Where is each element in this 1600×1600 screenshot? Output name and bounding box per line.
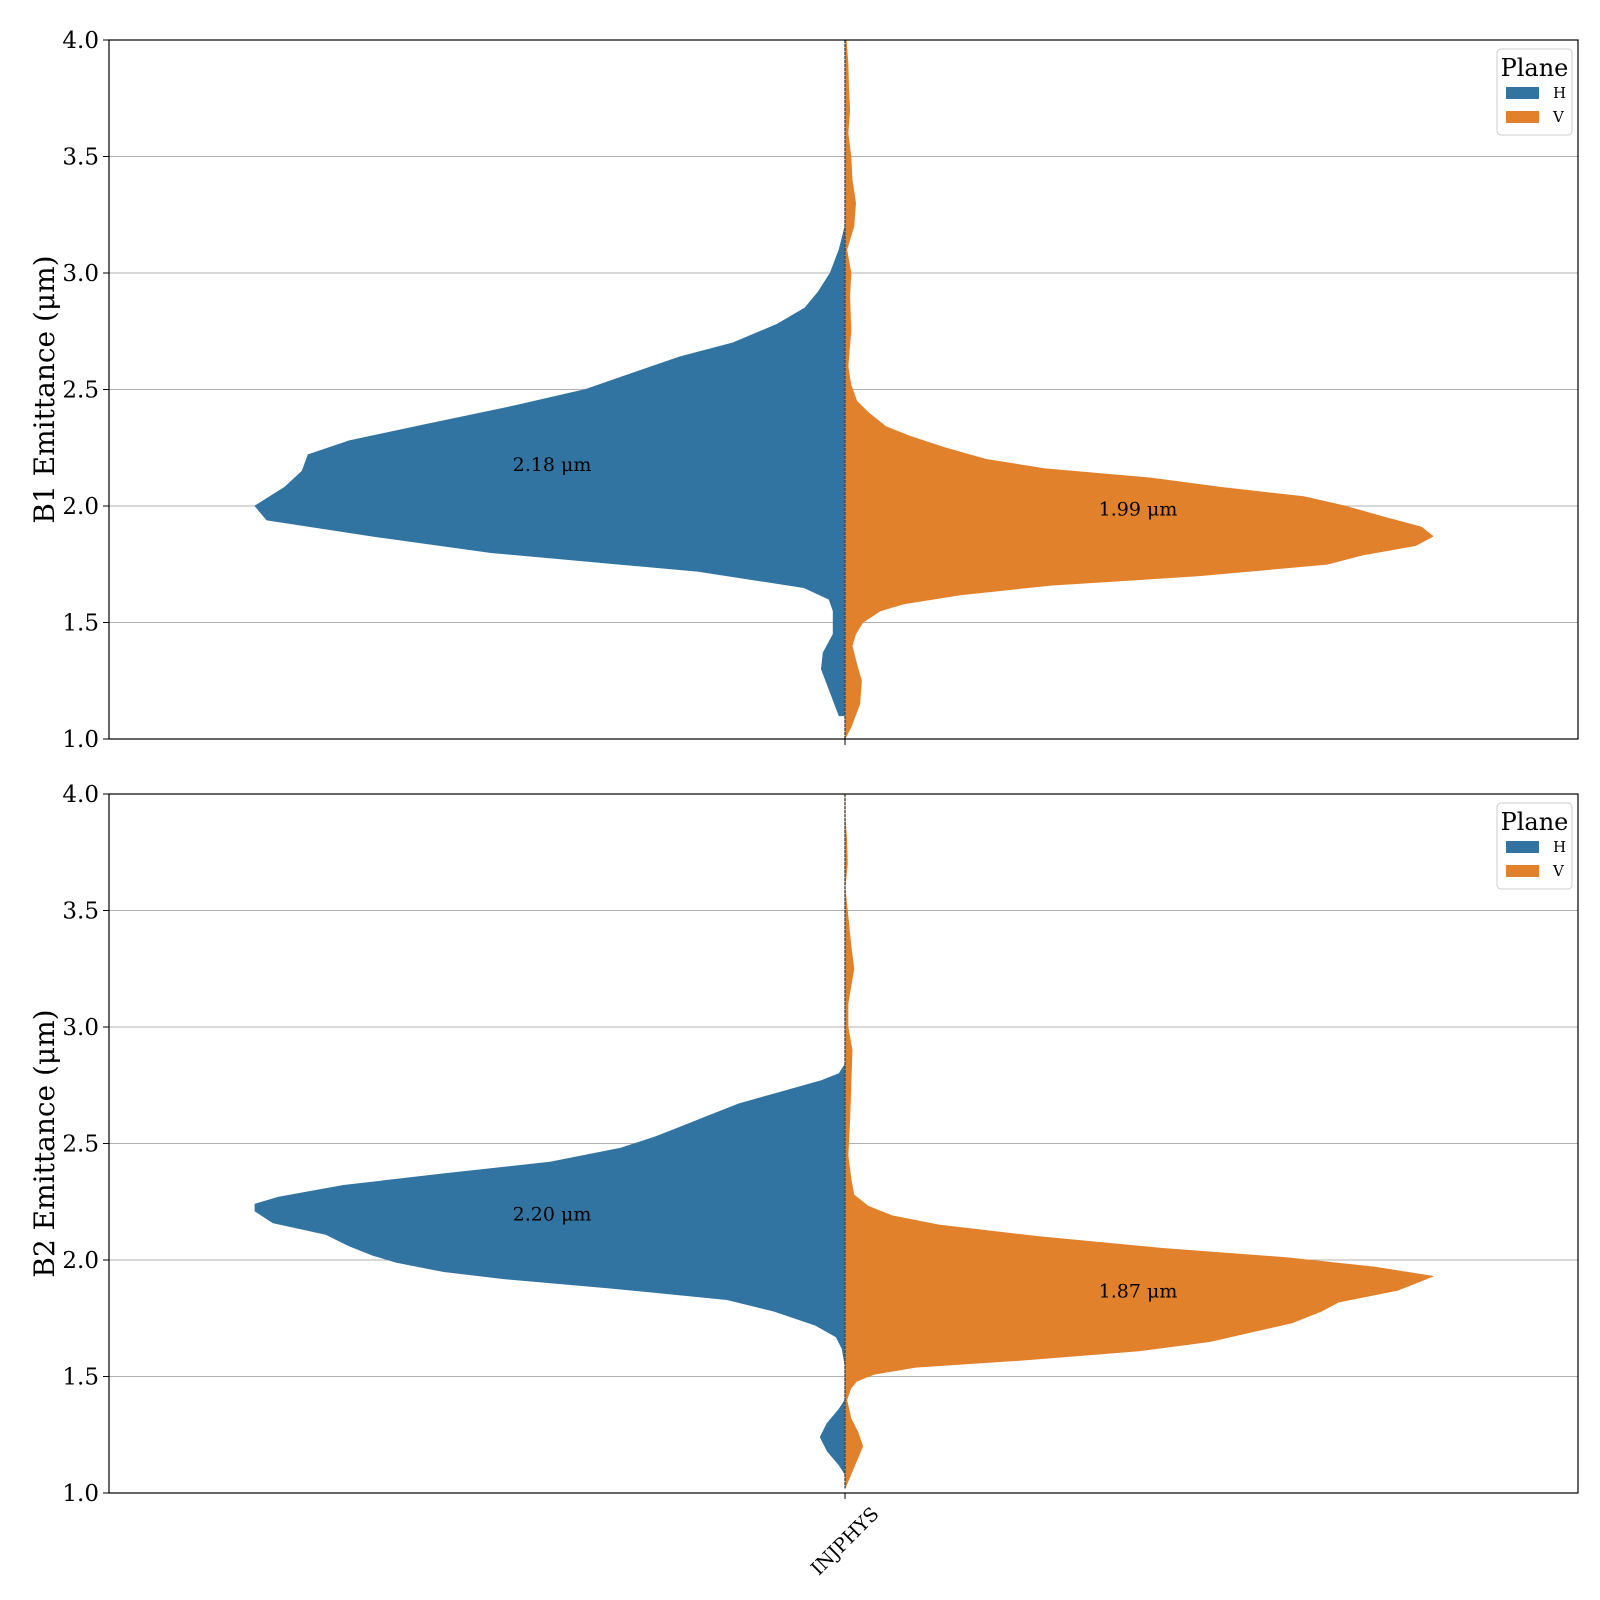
y-tick-label: 3.0 <box>62 1015 99 1041</box>
y-axis-label: B1 Emittance (μm) <box>28 255 61 523</box>
legend-label-h: H <box>1553 84 1566 102</box>
annotation-h: 2.18 μm <box>513 454 592 476</box>
y-tick-label: 1.5 <box>62 611 99 637</box>
violin-half-h <box>254 226 846 717</box>
panel-b2: 1.01.52.02.53.03.54.0 B2 Emittance (μm) … <box>28 782 1579 1580</box>
legend-swatch-v <box>1506 865 1539 877</box>
y-tick-label: 1.0 <box>62 727 99 753</box>
legend-label-h: H <box>1553 838 1566 856</box>
legend-label-v: V <box>1552 862 1565 880</box>
violin-shapes <box>254 793 1434 1489</box>
legend-label-v: V <box>1552 108 1565 126</box>
y-tick-label: 3.5 <box>62 145 99 171</box>
y-tick-label: 2.0 <box>62 494 99 520</box>
annotation-h: 2.20 μm <box>513 1203 592 1225</box>
annotations: 2.18 μm 1.99 μm <box>513 454 1178 520</box>
violin-shapes <box>254 39 1434 740</box>
annotation-v: 1.99 μm <box>1099 498 1178 520</box>
y-tick-label: 4.0 <box>62 782 99 808</box>
y-axis-label: B2 Emittance (μm) <box>28 1009 61 1277</box>
violin-half-v <box>844 793 1434 1489</box>
y-tick-label: 2.0 <box>62 1248 99 1274</box>
y-ticks: 1.0 1.5 2.0 2.5 3.0 3.5 4.0 <box>62 782 846 1507</box>
y-tick-label: 4.0 <box>62 28 99 54</box>
y-tick-label: 1.0 <box>62 1481 99 1507</box>
panel-b1: 1.01.52.02.53.03.54.0 B1 Emittance (μm) … <box>28 28 1579 753</box>
y-tick-label: 3.5 <box>62 899 99 925</box>
legend-title: Plane <box>1501 808 1569 836</box>
legend-swatch-v <box>1506 111 1539 123</box>
legend-swatch-h <box>1506 841 1539 853</box>
y-tick-label: 2.5 <box>62 378 99 404</box>
x-category-label: INJPHYS <box>807 1503 884 1580</box>
annotation-v: 1.87 μm <box>1099 1280 1178 1302</box>
violin-half-h <box>254 1063 846 1475</box>
legend: Plane H V <box>1496 48 1573 136</box>
annotations: 2.20 μm 1.87 μm <box>513 1203 1178 1302</box>
violin-half-v <box>844 39 1434 740</box>
y-ticks: 1.0 1.5 2.0 2.5 3.0 3.5 4.0 <box>62 28 846 753</box>
y-tick-label: 3.0 <box>62 261 99 287</box>
legend-title: Plane <box>1501 54 1569 82</box>
legend-swatch-h <box>1506 87 1539 99</box>
y-tick-label: 2.5 <box>62 1132 99 1158</box>
y-tick-label: 1.5 <box>62 1365 99 1391</box>
legend: Plane H V <box>1496 802 1573 890</box>
